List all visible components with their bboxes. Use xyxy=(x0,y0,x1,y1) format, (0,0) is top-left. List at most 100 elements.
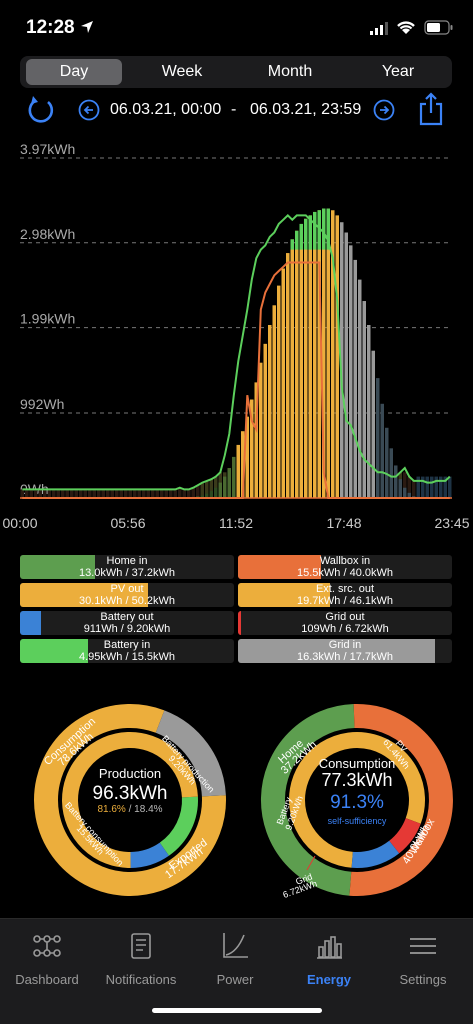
tab-year[interactable]: Year xyxy=(381,63,415,80)
chart-bar xyxy=(83,489,87,498)
chart-bar xyxy=(137,489,141,498)
chart-bar xyxy=(353,259,357,498)
nav-power[interactable]: Power xyxy=(188,927,282,987)
previous-day-icon[interactable] xyxy=(78,99,100,121)
chart-bar xyxy=(389,448,393,498)
inner-ring-segment xyxy=(289,732,425,868)
date-range-bar: 06.03.21, 00:00 - 06.03.21, 23:59 xyxy=(0,92,473,128)
self-sufficiency-label: self-sufficiency xyxy=(327,816,387,826)
location-arrow-icon xyxy=(81,21,93,33)
chart-bar xyxy=(358,279,362,498)
chart-bar xyxy=(362,301,366,498)
chart-bar xyxy=(304,218,308,499)
chart-bar xyxy=(322,208,326,498)
nav-notifications[interactable]: Notifications xyxy=(94,927,188,987)
next-day-icon[interactable] xyxy=(373,99,395,121)
legend-value: 19.7kWh / 46.1kWh xyxy=(297,595,393,607)
chart-bar xyxy=(232,456,236,498)
nav-settings-label: Settings xyxy=(399,972,447,987)
chart-bar xyxy=(416,476,420,498)
chart-bar xyxy=(209,479,213,498)
tab-month[interactable]: Month xyxy=(267,63,313,80)
legend-label: Battery in xyxy=(103,639,151,651)
range-end[interactable]: 06.03.21, 23:59 xyxy=(250,101,362,118)
legend-item[interactable]: Wallbox in 15.5kWh / 40.0kWh xyxy=(238,555,452,579)
chart-bar xyxy=(317,210,321,250)
chart-bar xyxy=(200,482,204,498)
nav-energy[interactable]: Energy xyxy=(282,927,376,987)
tab-week[interactable]: Week xyxy=(161,63,203,80)
status-bar: 12:28 xyxy=(0,0,473,56)
chart-bar xyxy=(403,487,407,498)
chart-bar xyxy=(245,416,249,498)
chart-bar xyxy=(88,489,92,498)
legend-item[interactable]: Grid in 16.3kWh / 17.7kWh xyxy=(238,639,452,663)
x-tick-label: 17:48 xyxy=(326,515,361,531)
chart-bar xyxy=(340,222,344,498)
refresh-icon[interactable] xyxy=(26,94,56,126)
consumption-donut[interactable]: Home 37.2kWh PV 61.4kWh Wallbox 40.0kWh Batter… xyxy=(257,700,457,900)
chart-bar xyxy=(344,232,348,498)
chart-bar xyxy=(61,489,65,498)
legend-item[interactable]: Battery in 4.95kWh / 15.5kWh xyxy=(20,639,234,663)
chart-bar xyxy=(178,487,182,498)
nav-settings[interactable]: Settings xyxy=(376,927,470,987)
x-tick-label: 00:00 xyxy=(2,515,37,531)
chart-bar xyxy=(110,489,114,498)
chart-bar xyxy=(299,223,303,250)
chart-bar xyxy=(331,210,335,498)
chart-bar xyxy=(304,218,308,250)
nav-dashboard[interactable]: Dashboard xyxy=(0,927,94,987)
production-percentages: 81.6% / 18.4% xyxy=(30,804,230,815)
nav-energy-label: Energy xyxy=(306,972,352,987)
nav-power-label: Power xyxy=(216,972,254,987)
chart-bar xyxy=(124,489,128,498)
chart-bar xyxy=(443,476,447,498)
chart-bar xyxy=(164,489,168,498)
chart-bar xyxy=(52,489,56,498)
inner-ring-segment xyxy=(351,840,400,868)
inner-ring-segment xyxy=(130,842,169,868)
range-start[interactable]: 06.03.21, 00:00 xyxy=(110,101,222,118)
consumption-title: Consumption xyxy=(318,756,396,771)
chart-bar xyxy=(313,211,317,250)
chart-bar xyxy=(119,489,123,498)
chart-bar xyxy=(281,268,285,498)
legend-value: 15.5kWh / 40.0kWh xyxy=(297,567,393,579)
chart-bar xyxy=(434,476,438,498)
chart-bar xyxy=(151,489,155,498)
y-tick-label: 1.99kWh xyxy=(20,311,75,327)
legend-fill xyxy=(20,555,95,579)
legend-item[interactable]: Home in 13.0kWh / 37.2kWh xyxy=(20,555,234,579)
chart-bar xyxy=(385,427,389,498)
legend-item[interactable]: PV out 30.1kWh / 50.2kWh xyxy=(20,583,234,607)
share-icon[interactable] xyxy=(418,92,444,126)
production-donut[interactable]: Consumption 78.6kWh Battery production 9.20… xyxy=(30,700,230,900)
production-self-pct: 81.6% xyxy=(97,804,126,815)
chart-bar xyxy=(214,476,218,498)
chart-bar xyxy=(398,479,402,498)
chart-bar xyxy=(101,489,105,498)
legend-item[interactable]: Grid out 109Wh / 6.72kWh xyxy=(238,611,452,635)
chart-bar xyxy=(254,382,258,498)
chart-bar xyxy=(25,489,29,498)
outer-ring-segment xyxy=(155,710,226,797)
chart-bar xyxy=(79,489,83,498)
chart-bar xyxy=(295,230,299,250)
legend-fill xyxy=(238,639,435,663)
legend-item[interactable]: Ext. src. out 19.7kWh / 46.1kWh xyxy=(238,583,452,607)
legend-item[interactable]: Battery out 911Wh / 9.20kWh xyxy=(20,611,234,635)
chart-bar xyxy=(209,491,213,498)
outer-ring-segment xyxy=(34,704,226,896)
legend-value: 911Wh / 9.20kWh xyxy=(83,623,171,635)
chart-bar xyxy=(380,403,384,498)
nav-notifications-label: Notifications xyxy=(105,972,177,987)
x-tick-label: 11:52 xyxy=(219,515,253,531)
chart-bar xyxy=(295,230,299,498)
legend-value: 30.1kWh / 50.2kWh xyxy=(79,595,175,607)
battery-status-icon xyxy=(424,20,453,35)
chart-bar xyxy=(173,489,177,498)
tab-day[interactable]: Day xyxy=(26,59,122,85)
